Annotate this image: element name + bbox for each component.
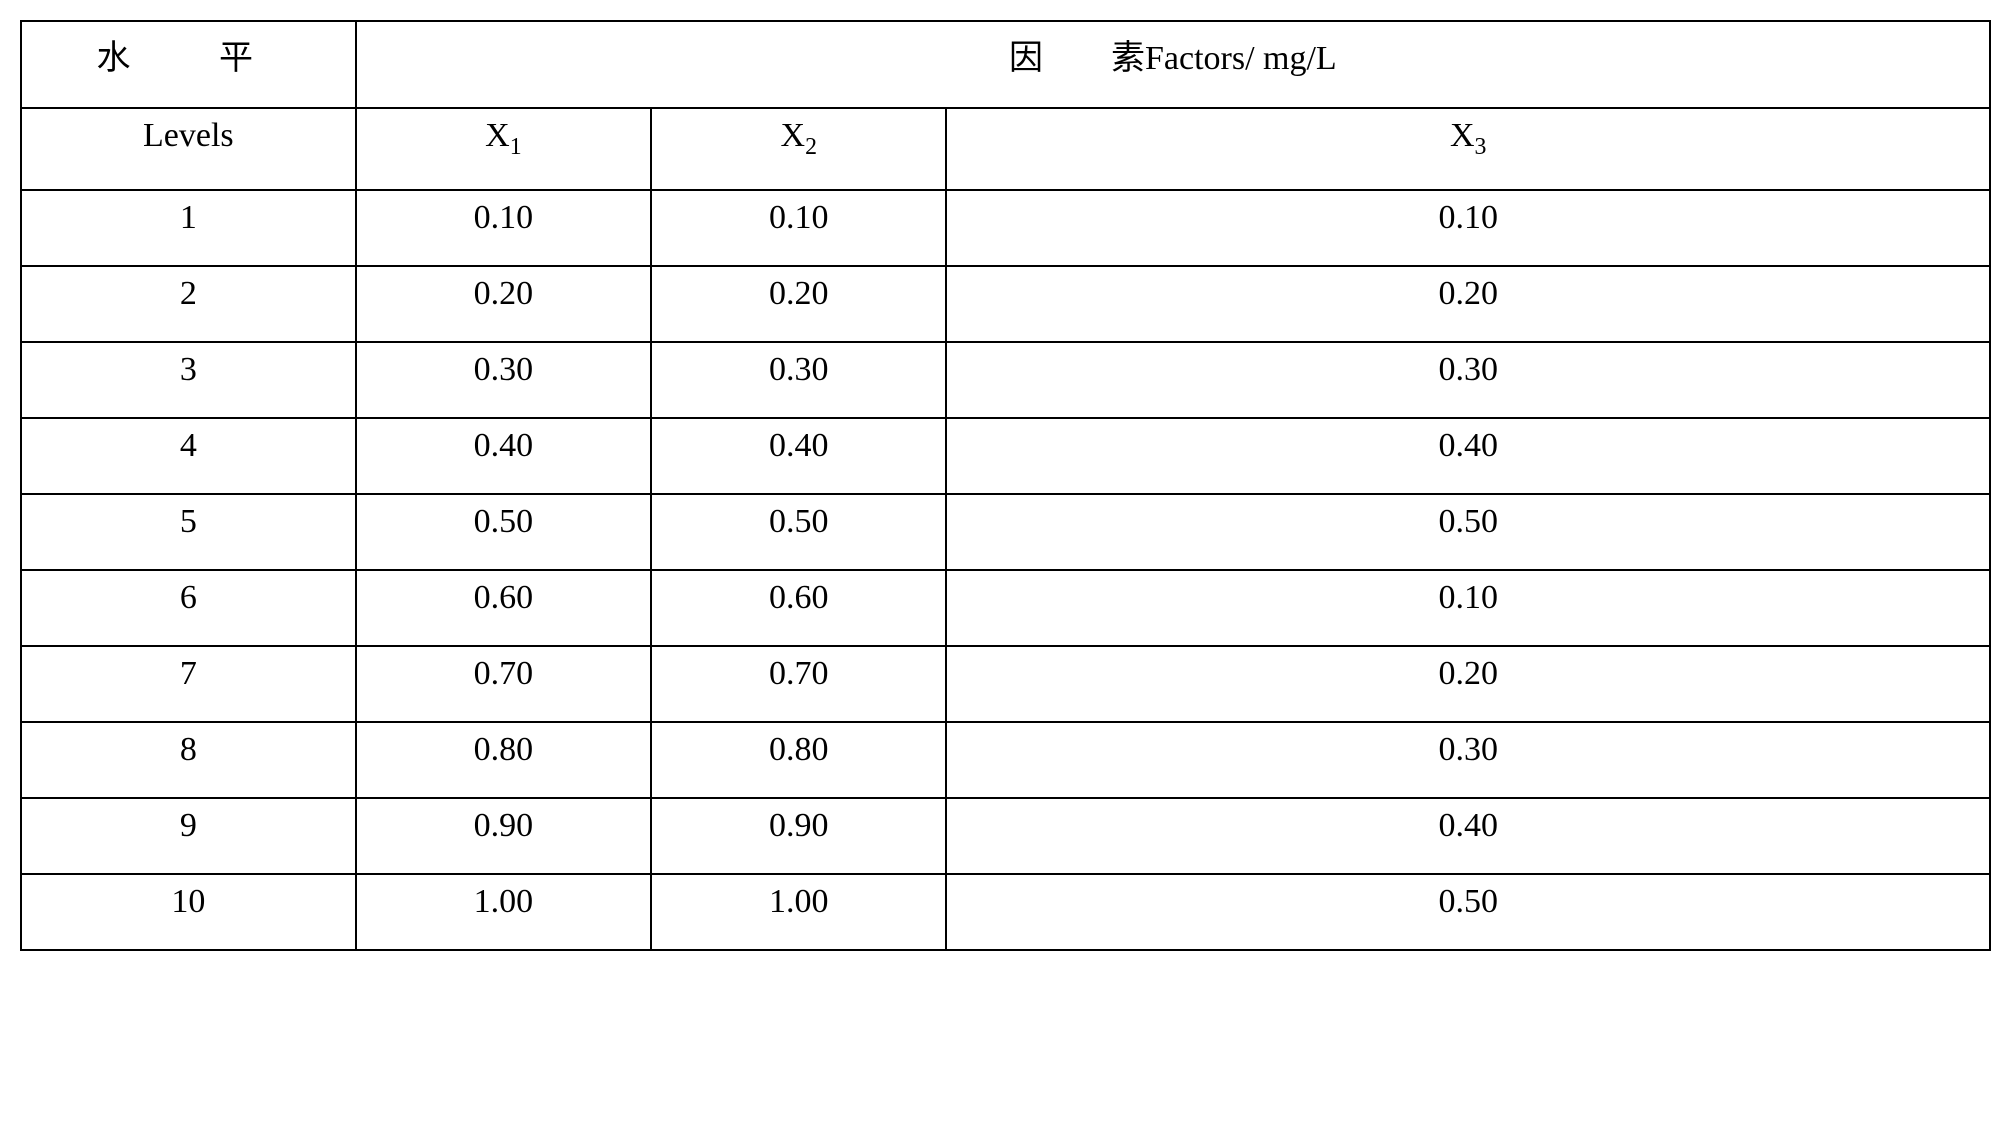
factors-header: 因 素Factors/ mg/L [356,21,1990,108]
col-x2-base: X [781,117,806,154]
col-x2-sub: 2 [805,134,817,160]
level-cell: 5 [21,494,356,570]
x2-cell: 0.30 [651,342,946,418]
table-row: 70.700.700.20 [21,646,1990,722]
level-cell: 4 [21,418,356,494]
table-header-row-1: 水 平 因 素Factors/ mg/L [21,21,1990,108]
col-x3-base: X [1450,117,1475,154]
col-x1-sub: 1 [510,134,522,160]
x2-cell: 0.70 [651,646,946,722]
level-cell: 10 [21,874,356,950]
levels-header-cn-text: 水 平 [97,40,281,77]
factors-levels-table-container: 水 平 因 素Factors/ mg/L Levels X1 X2 X3 10.… [20,20,1991,951]
x3-cell: 0.30 [946,722,1990,798]
table-row: 30.300.300.30 [21,342,1990,418]
level-cell: 1 [21,190,356,266]
levels-header-cn: 水 平 [21,21,356,108]
col-x1-base: X [485,117,510,154]
level-cell: 6 [21,570,356,646]
x1-cell: 0.30 [356,342,651,418]
table-row: 101.001.000.50 [21,874,1990,950]
level-cell: 3 [21,342,356,418]
x3-cell: 0.30 [946,342,1990,418]
x2-cell: 0.80 [651,722,946,798]
factors-levels-table: 水 平 因 素Factors/ mg/L Levels X1 X2 X3 10.… [20,20,1991,951]
x3-cell: 0.10 [946,190,1990,266]
x3-cell: 0.50 [946,494,1990,570]
x2-cell: 1.00 [651,874,946,950]
column-header-x2: X2 [651,108,946,190]
level-cell: 2 [21,266,356,342]
x3-cell: 0.40 [946,418,1990,494]
levels-header-en: Levels [21,108,356,190]
level-cell: 9 [21,798,356,874]
table-row: 50.500.500.50 [21,494,1990,570]
factors-header-cn: 因 素 [1009,40,1145,77]
x3-cell: 0.10 [946,570,1990,646]
x1-cell: 0.50 [356,494,651,570]
table-row: 40.400.400.40 [21,418,1990,494]
x2-cell: 0.90 [651,798,946,874]
x1-cell: 0.20 [356,266,651,342]
table-header-row-2: Levels X1 X2 X3 [21,108,1990,190]
x3-cell: 0.20 [946,646,1990,722]
col-x3-sub: 3 [1475,134,1487,160]
x2-cell: 0.50 [651,494,946,570]
x3-cell: 0.50 [946,874,1990,950]
level-cell: 7 [21,646,356,722]
x1-cell: 0.70 [356,646,651,722]
x2-cell: 0.60 [651,570,946,646]
column-header-x3: X3 [946,108,1990,190]
x2-cell: 0.10 [651,190,946,266]
x1-cell: 0.10 [356,190,651,266]
x1-cell: 0.40 [356,418,651,494]
table-row: 80.800.800.30 [21,722,1990,798]
x1-cell: 0.90 [356,798,651,874]
x1-cell: 0.60 [356,570,651,646]
x2-cell: 0.20 [651,266,946,342]
x3-cell: 0.20 [946,266,1990,342]
x1-cell: 1.00 [356,874,651,950]
level-cell: 8 [21,722,356,798]
column-header-x1: X1 [356,108,651,190]
x1-cell: 0.80 [356,722,651,798]
table-row: 20.200.200.20 [21,266,1990,342]
x2-cell: 0.40 [651,418,946,494]
table-row: 90.900.900.40 [21,798,1990,874]
table-row: 10.100.100.10 [21,190,1990,266]
table-row: 60.600.600.10 [21,570,1990,646]
factors-header-en: Factors/ mg/L [1145,40,1337,77]
x3-cell: 0.40 [946,798,1990,874]
